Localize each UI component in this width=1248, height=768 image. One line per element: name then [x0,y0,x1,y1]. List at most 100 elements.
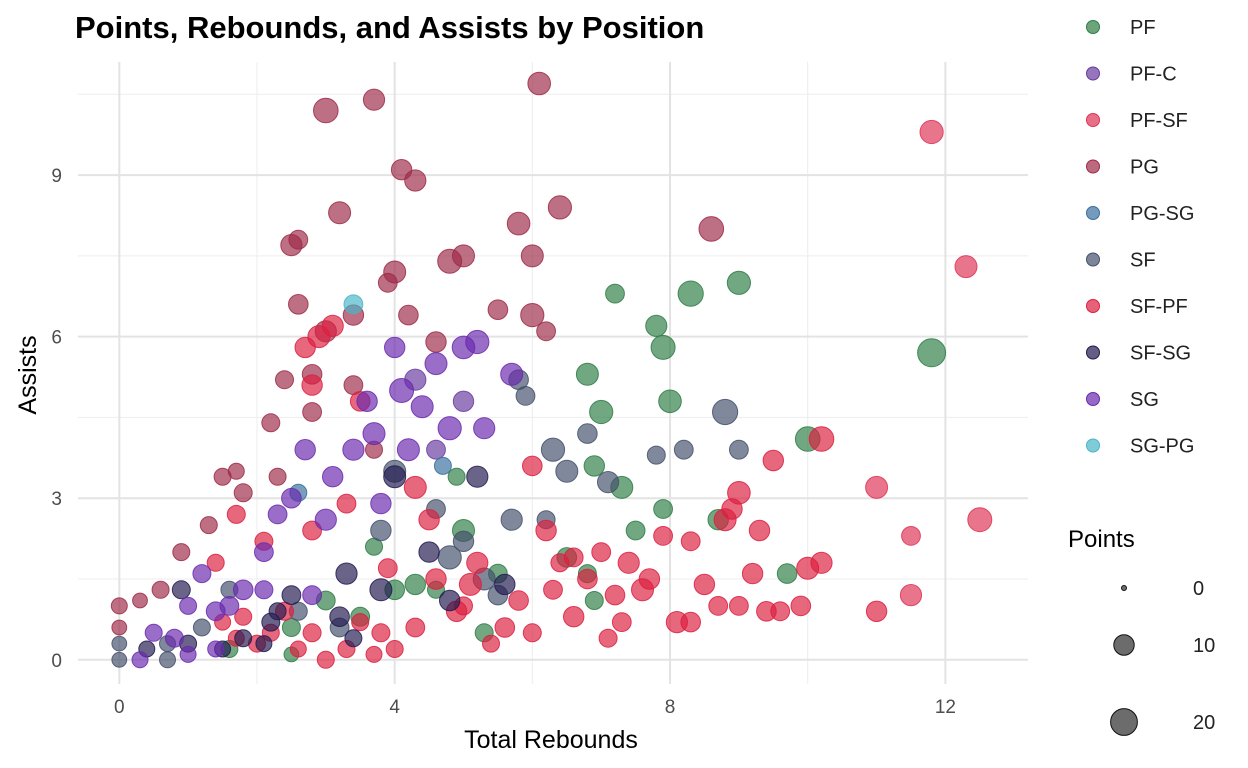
data-point [232,579,254,601]
data-point [226,504,246,524]
series-sg-pg [343,294,364,315]
legend-label: PF-SF [1130,110,1188,132]
legend-key [1086,159,1100,174]
data-point [729,596,749,616]
data-point [351,613,370,632]
data-point [362,88,386,111]
legend-label: SG [1130,389,1159,411]
y-tick-label: 0 [51,651,62,672]
data-point [301,374,323,396]
data-point [729,439,749,460]
data-point [410,395,434,419]
data-point [439,589,461,612]
data-point [302,585,323,605]
legend-label: PF-C [1130,64,1177,86]
data-point [677,280,704,307]
series-sg [131,329,524,669]
data-point [234,607,253,626]
data-point [433,456,452,475]
legend-key [1086,438,1100,453]
data-point [316,650,335,669]
legend-key [1086,345,1100,360]
data-point [762,449,784,472]
data-point [452,244,475,268]
data-point [452,530,475,552]
data-point [144,623,163,642]
data-point [865,475,889,499]
data-point [398,304,419,326]
data-point [563,606,585,628]
legend-label: SF [1130,250,1156,272]
data-point [756,601,777,622]
data-point [110,597,128,615]
data-point [899,584,923,607]
data-point [369,578,393,602]
data-point [151,580,170,599]
data-point [447,467,466,486]
data-point [365,645,383,663]
data-point [597,471,620,494]
x-tick-label: 0 [114,697,125,718]
data-point [680,531,701,552]
legend-label: PG-SG [1130,203,1194,225]
data-point [418,509,440,531]
data-point [207,640,225,658]
legend-key [1086,392,1100,406]
data-point [473,417,496,440]
data-point [508,590,529,611]
data-point [494,573,516,596]
data-point [543,579,563,600]
data-point [199,516,218,535]
y-tick-label: 9 [51,166,62,187]
data-point [954,255,978,279]
legend: PF PF-C PF-SF PG PG-SG SF SF-PF SF-SG SG SG-PG [1086,17,1194,458]
data-point [748,519,771,542]
data-point [487,299,509,321]
data-point [425,331,447,353]
data-point [547,195,573,220]
series-pg [110,71,725,636]
data-point [377,558,398,579]
data-point [328,201,352,225]
data-point [535,519,557,542]
size-legend-key [1121,585,1127,591]
data-point [288,229,309,250]
data-point [254,542,274,562]
data-point [132,592,148,609]
data-point [645,314,668,337]
x-tick-label: 8 [665,697,676,718]
data-point [335,562,358,585]
data-point [555,459,579,483]
series-sf-sg [138,465,516,658]
size-legend-label: 0 [1193,578,1204,600]
data-point [917,338,947,368]
y-tick-label: 6 [51,328,62,349]
data-point [255,635,273,653]
data-point [437,416,462,441]
data-point [383,465,407,489]
data-point [550,553,570,573]
data-point [281,487,302,509]
x-axis-label: Total Rebounds [464,726,638,754]
data-point [713,508,737,532]
chart-title: Points, Rebounds, and Assists by Positio… [75,10,704,45]
data-point [268,467,287,486]
data-point [776,563,798,584]
legend-label: SF-SG [1130,343,1191,365]
data-point [403,475,427,499]
series-pf-sf [865,119,993,607]
data-point [171,580,191,600]
data-point [288,294,309,315]
size-legend-label: 10 [1193,635,1215,657]
data-point [611,612,632,632]
data-point [370,492,392,515]
data-point [466,465,489,488]
legend-label: PG [1130,157,1159,179]
x-tick-label: 12 [935,697,956,718]
data-point [164,628,184,648]
data-point [418,541,440,563]
y-axis-label: Assists [14,335,42,414]
data-point [650,334,676,360]
data-point [192,618,211,637]
data-point [343,294,364,315]
